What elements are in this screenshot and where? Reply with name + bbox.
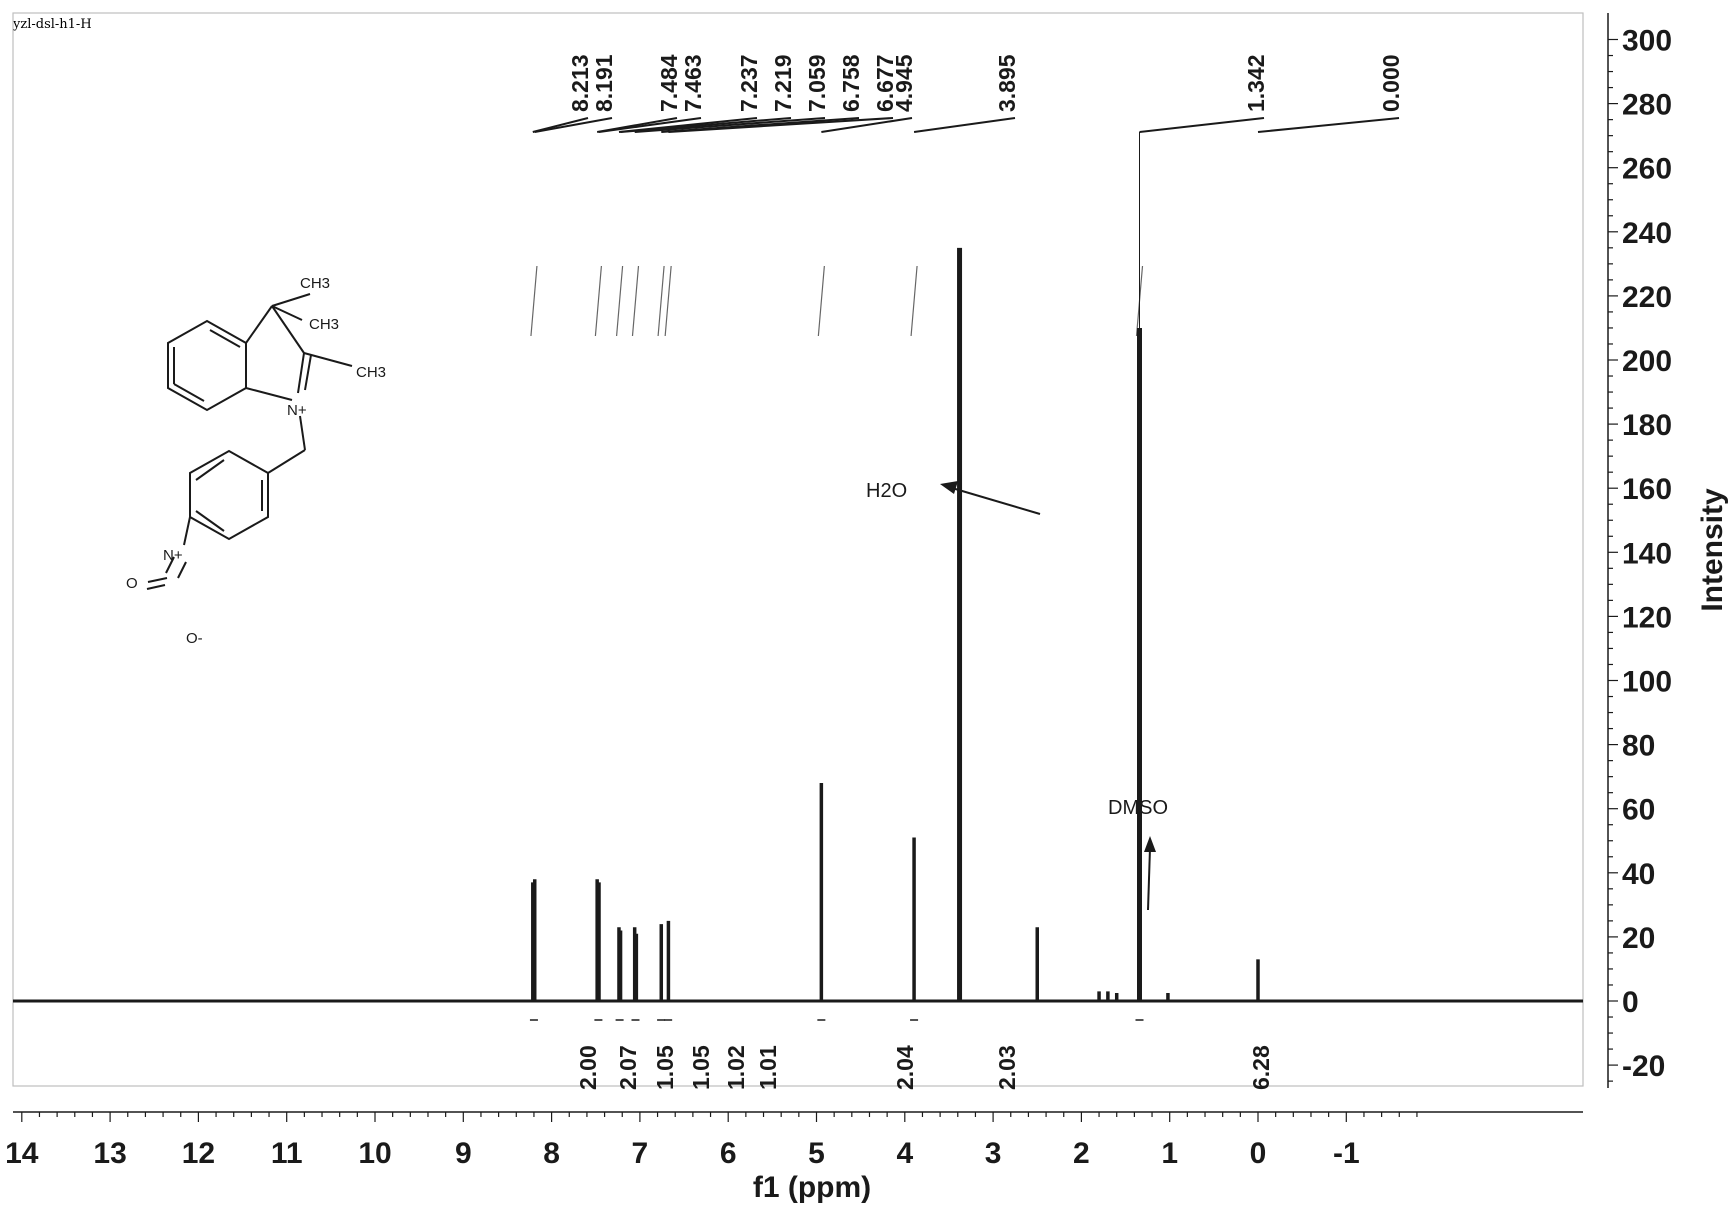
y-axis-title: Intensity xyxy=(1696,488,1729,612)
y-tick-label: 180 xyxy=(1622,409,1672,442)
sample-id: yzl-dsl-h1-H xyxy=(12,17,92,32)
x-tick-label: 14 xyxy=(5,1137,39,1170)
peak-label: 0.000 xyxy=(1378,54,1404,112)
svg-text:N+: N+ xyxy=(163,547,183,564)
x-axis: 14 13 12 11 10 9 8 7 6 5 4 3 2 1 0 -1 xyxy=(5,1111,1583,1170)
peak-label: 4.945 xyxy=(891,54,917,112)
integral-curve xyxy=(910,265,918,337)
x-tick-label: 5 xyxy=(808,1137,825,1170)
h2o-arrow xyxy=(940,481,1041,515)
integral-region xyxy=(530,265,1144,337)
x-tick-label: 3 xyxy=(985,1137,1002,1170)
x-tick-label: 12 xyxy=(182,1137,215,1170)
x-tick-label: 9 xyxy=(455,1137,472,1170)
svg-text:CH3: CH3 xyxy=(309,316,339,333)
peak-label: 7.237 xyxy=(736,54,762,112)
y-tick-label: 240 xyxy=(1622,217,1672,250)
integral-curve xyxy=(530,265,538,337)
x-tick-label: 7 xyxy=(632,1137,649,1170)
x-tick-label: 8 xyxy=(543,1137,560,1170)
dmso-annotation: DMSO xyxy=(1108,797,1168,819)
benzene-ring xyxy=(167,319,247,412)
y-tick-label: 20 xyxy=(1622,922,1655,955)
peak-label: 8.213 xyxy=(567,54,593,112)
peak-label-connector xyxy=(668,117,894,133)
y-tick-label: 160 xyxy=(1622,473,1672,506)
y-tick-label: 100 xyxy=(1622,666,1672,699)
y-tick-label: 200 xyxy=(1622,345,1672,378)
integral-curve xyxy=(631,265,640,337)
y-tick-label: 280 xyxy=(1622,89,1672,122)
y-tick-label: 300 xyxy=(1622,25,1672,58)
peak-label-connector xyxy=(532,117,589,133)
x-tick-label: 13 xyxy=(93,1137,126,1170)
h2o-annotation: H2O xyxy=(866,480,907,502)
peak-label: 3.895 xyxy=(994,54,1020,112)
y-tick-label: -20 xyxy=(1622,1050,1665,1083)
integral-curve xyxy=(594,265,602,337)
integral-label: 2.00 xyxy=(575,1045,601,1090)
peak-label-connector xyxy=(534,117,613,133)
x-tick-label: 11 xyxy=(271,1137,303,1170)
integral-label: 2.04 xyxy=(892,1045,918,1090)
plot-frame xyxy=(12,12,1584,1087)
dmso-arrow xyxy=(1144,836,1156,911)
peak-label-connector xyxy=(821,117,913,133)
peak-label: 7.219 xyxy=(770,54,796,112)
peak-label-connector xyxy=(598,117,702,133)
y-tick-label: 0 xyxy=(1622,986,1639,1019)
y-tick-label: 220 xyxy=(1622,281,1672,314)
x-tick-label: 0 xyxy=(1250,1137,1267,1170)
integral-label: 2.07 xyxy=(615,1045,641,1090)
x-tick-label: 6 xyxy=(720,1137,737,1170)
integral-curve xyxy=(657,265,665,337)
peak-label-connector xyxy=(620,117,792,133)
peak-label-connector xyxy=(1139,117,1265,133)
integral-label: 1.05 xyxy=(688,1045,714,1090)
peak-label: 7.484 xyxy=(656,54,682,112)
svg-text:O: O xyxy=(126,575,138,592)
svg-text:CH3: CH3 xyxy=(356,364,386,381)
svg-text:O-: O- xyxy=(186,630,203,647)
y-tick-label: 140 xyxy=(1622,537,1672,570)
y-tick-label: 60 xyxy=(1622,794,1655,827)
integral-label: 6.28 xyxy=(1248,1045,1274,1090)
peak-label: 1.342 xyxy=(1243,54,1269,112)
integral-label: 1.01 xyxy=(755,1045,781,1090)
integral-label: 1.02 xyxy=(723,1045,749,1090)
peak-label: 7.463 xyxy=(680,54,706,112)
peak-label: 8.191 xyxy=(591,54,617,112)
spectrum xyxy=(13,247,1583,1003)
x-tick-label: 2 xyxy=(1073,1137,1090,1170)
peak-label-connector xyxy=(913,117,1016,133)
svg-text:N+: N+ xyxy=(287,402,307,419)
peak-label: 7.059 xyxy=(804,54,830,112)
peak-label: 6.677 xyxy=(872,54,898,112)
peak-label-connector xyxy=(634,117,826,133)
y-tick-label: 120 xyxy=(1622,601,1672,634)
x-tick-label: 4 xyxy=(896,1137,913,1170)
nitrophenyl-ring xyxy=(189,449,269,541)
y-tick-label: 40 xyxy=(1622,858,1655,891)
x-tick-label: 10 xyxy=(358,1137,391,1170)
integral-curve xyxy=(664,265,672,337)
x-tick-label: 1 xyxy=(1161,1137,1178,1170)
svg-text:CH3: CH3 xyxy=(300,275,330,292)
y-tick-label: 80 xyxy=(1622,730,1655,763)
integral-label: 1.05 xyxy=(652,1045,678,1090)
molecule-labels: CH3 CH3 CH3 N+ O N+ O- xyxy=(126,275,386,647)
y-axis: 3002802602402202001801601401201008060402… xyxy=(1607,13,1672,1088)
x-axis-title: f1 (ppm) xyxy=(753,1171,871,1204)
x-tick-label: -1 xyxy=(1333,1137,1360,1170)
integral-curve xyxy=(615,265,624,337)
y-tick-label: 260 xyxy=(1622,153,1672,186)
peak-label-connector xyxy=(1257,117,1400,133)
integral-label-group: 2.00 2.07 1.05 1.05 1.02 1.01 2.04 2.03 6.28 xyxy=(529,1019,1274,1090)
molecule-structure xyxy=(146,293,353,590)
integral-label: 2.03 xyxy=(994,1045,1020,1090)
integral-curve xyxy=(817,265,825,337)
peak-label: 6.758 xyxy=(838,54,864,112)
